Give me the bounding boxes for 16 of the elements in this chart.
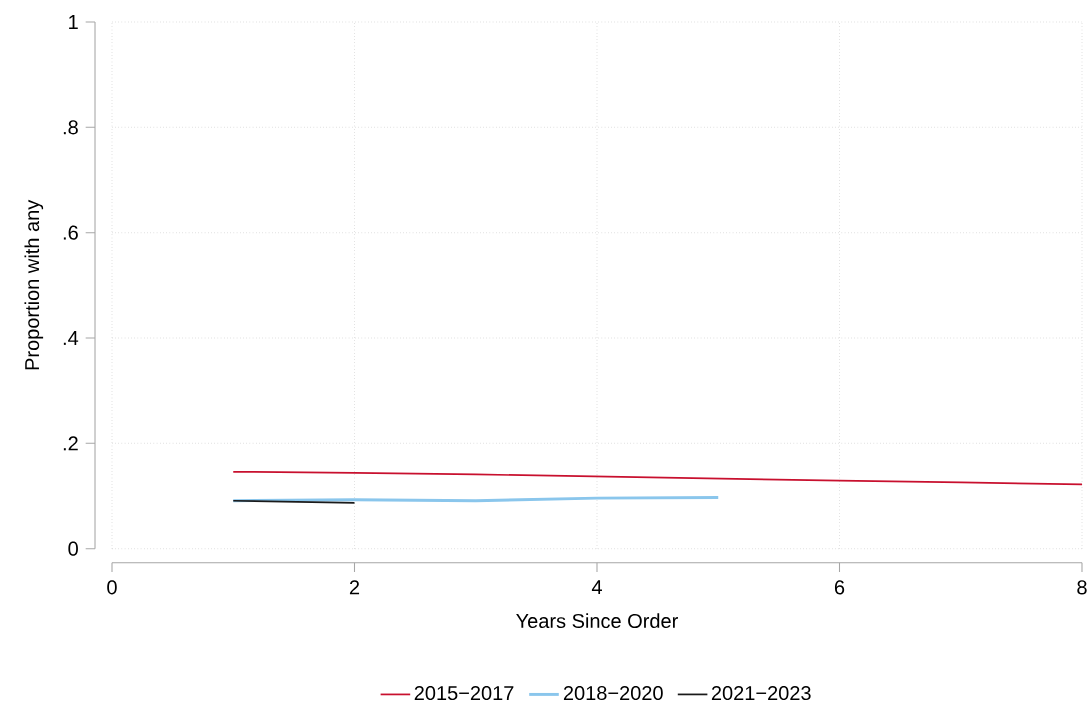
legend-label: 2018−2020 xyxy=(563,685,663,701)
x-tick-label: 4 xyxy=(591,580,602,595)
x-tick-label: 0 xyxy=(107,580,117,595)
y-tick-label: .4 xyxy=(63,331,79,345)
y-tick-label: .8 xyxy=(63,120,78,135)
legend-label: 2021−2023 xyxy=(711,685,811,701)
y-tick-label: .6 xyxy=(63,225,78,240)
y-axis-title: Proportion with any xyxy=(24,199,44,370)
y-tick-label: 1 xyxy=(69,15,78,29)
x-tick-label: 8 xyxy=(1077,580,1087,595)
x-tick-label: 2 xyxy=(349,580,360,595)
x-tick-label: 6 xyxy=(834,580,845,595)
x-axis-title: Years Since Order xyxy=(516,613,678,629)
y-tick-label: 0 xyxy=(68,541,78,556)
y-tick-label: .2 xyxy=(63,436,78,451)
legend-label: 2015−2017 xyxy=(414,685,514,701)
